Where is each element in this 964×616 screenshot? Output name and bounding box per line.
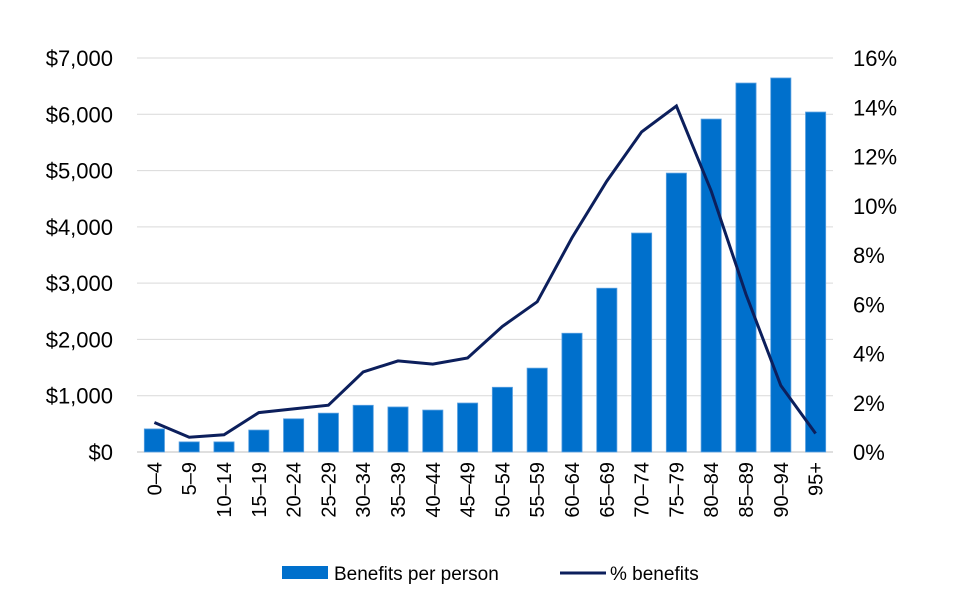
x-tick-label: 45–49 <box>458 462 480 518</box>
x-tick-label: 80–84 <box>701 462 723 518</box>
bar <box>805 111 827 453</box>
legend: Benefits per person % benefits <box>282 564 699 585</box>
bar <box>665 172 687 453</box>
x-tick-label: 75–79 <box>666 462 688 518</box>
bar <box>735 82 757 453</box>
x-tick-label: 25–29 <box>318 462 340 518</box>
y-tick-label: $1,000 <box>46 384 113 409</box>
line-path <box>153 103 817 439</box>
bar <box>770 77 792 453</box>
x-tick-label: 35–39 <box>388 462 410 518</box>
bar <box>387 406 409 453</box>
bar <box>352 404 374 453</box>
bar <box>457 402 479 453</box>
x-axis: 0–4 5–9 10–14 15–19 20–24 25–29 30–34 35–39 40–4… <box>144 462 827 518</box>
x-tick-label: 90–94 <box>771 462 793 518</box>
bar <box>213 441 235 453</box>
bar <box>561 332 583 453</box>
bar <box>178 441 200 453</box>
bar <box>526 367 548 453</box>
y2-tick-label: 10% <box>853 194 897 219</box>
y-tick-label: $6,000 <box>46 102 113 127</box>
bar <box>700 118 722 453</box>
x-tick-label: 5–9 <box>179 462 201 495</box>
x-tick-label: 95+ <box>806 462 828 496</box>
x-tick-label: 10–14 <box>214 462 236 518</box>
x-tick-label: 70–74 <box>632 462 654 518</box>
legend-label-bar: Benefits per person <box>334 564 499 585</box>
legend-swatch-bar <box>282 566 328 579</box>
y-tick-label: $2,000 <box>46 327 113 352</box>
bar <box>596 287 618 453</box>
legend-label-line: % benefits <box>610 564 699 585</box>
x-tick-label: 85–89 <box>736 462 758 518</box>
bar <box>491 386 513 453</box>
x-tick-label: 55–59 <box>527 462 549 518</box>
y2-tick-label: 4% <box>853 342 885 367</box>
x-tick-label: 15–19 <box>249 462 271 518</box>
y2-tick-label: 2% <box>853 391 885 416</box>
y2-tick-label: 12% <box>853 145 897 170</box>
x-tick-label: 20–24 <box>284 462 306 518</box>
x-tick-label: 50–54 <box>492 462 514 518</box>
bar <box>143 428 165 453</box>
y2-tick-label: 6% <box>853 292 885 317</box>
y2-tick-label: 16% <box>853 46 897 71</box>
line-series <box>153 103 817 439</box>
bars <box>143 77 827 453</box>
y-tick-label: $5,000 <box>46 159 113 184</box>
bar <box>422 409 444 453</box>
x-tick-label: 30–34 <box>353 462 375 518</box>
x-tick-label: 65–69 <box>597 462 619 518</box>
y-tick-label: $7,000 <box>46 46 113 71</box>
bar <box>248 429 270 453</box>
y-tick-label: $3,000 <box>46 271 113 296</box>
bar <box>317 412 339 453</box>
y-axis-left: $0 $1,000 $2,000 $3,000 $4,000 $5,000 $6,000 $7… <box>46 46 113 465</box>
y2-tick-label: 8% <box>853 243 885 268</box>
x-tick-label: 60–64 <box>562 462 584 518</box>
gridlines <box>137 57 833 453</box>
x-tick-label: 40–44 <box>423 462 445 518</box>
y2-tick-label: 0% <box>853 440 885 465</box>
y2-tick-label: 14% <box>853 95 897 120</box>
bar <box>283 418 305 453</box>
y-axis-right: 0% 2% 4% 6% 8% 10% 12% 14% 16% <box>853 46 897 465</box>
x-tick-label: 0–4 <box>144 462 166 495</box>
y-tick-label: $0 <box>89 440 113 465</box>
bar <box>631 232 653 453</box>
y-tick-label: $4,000 <box>46 215 113 240</box>
